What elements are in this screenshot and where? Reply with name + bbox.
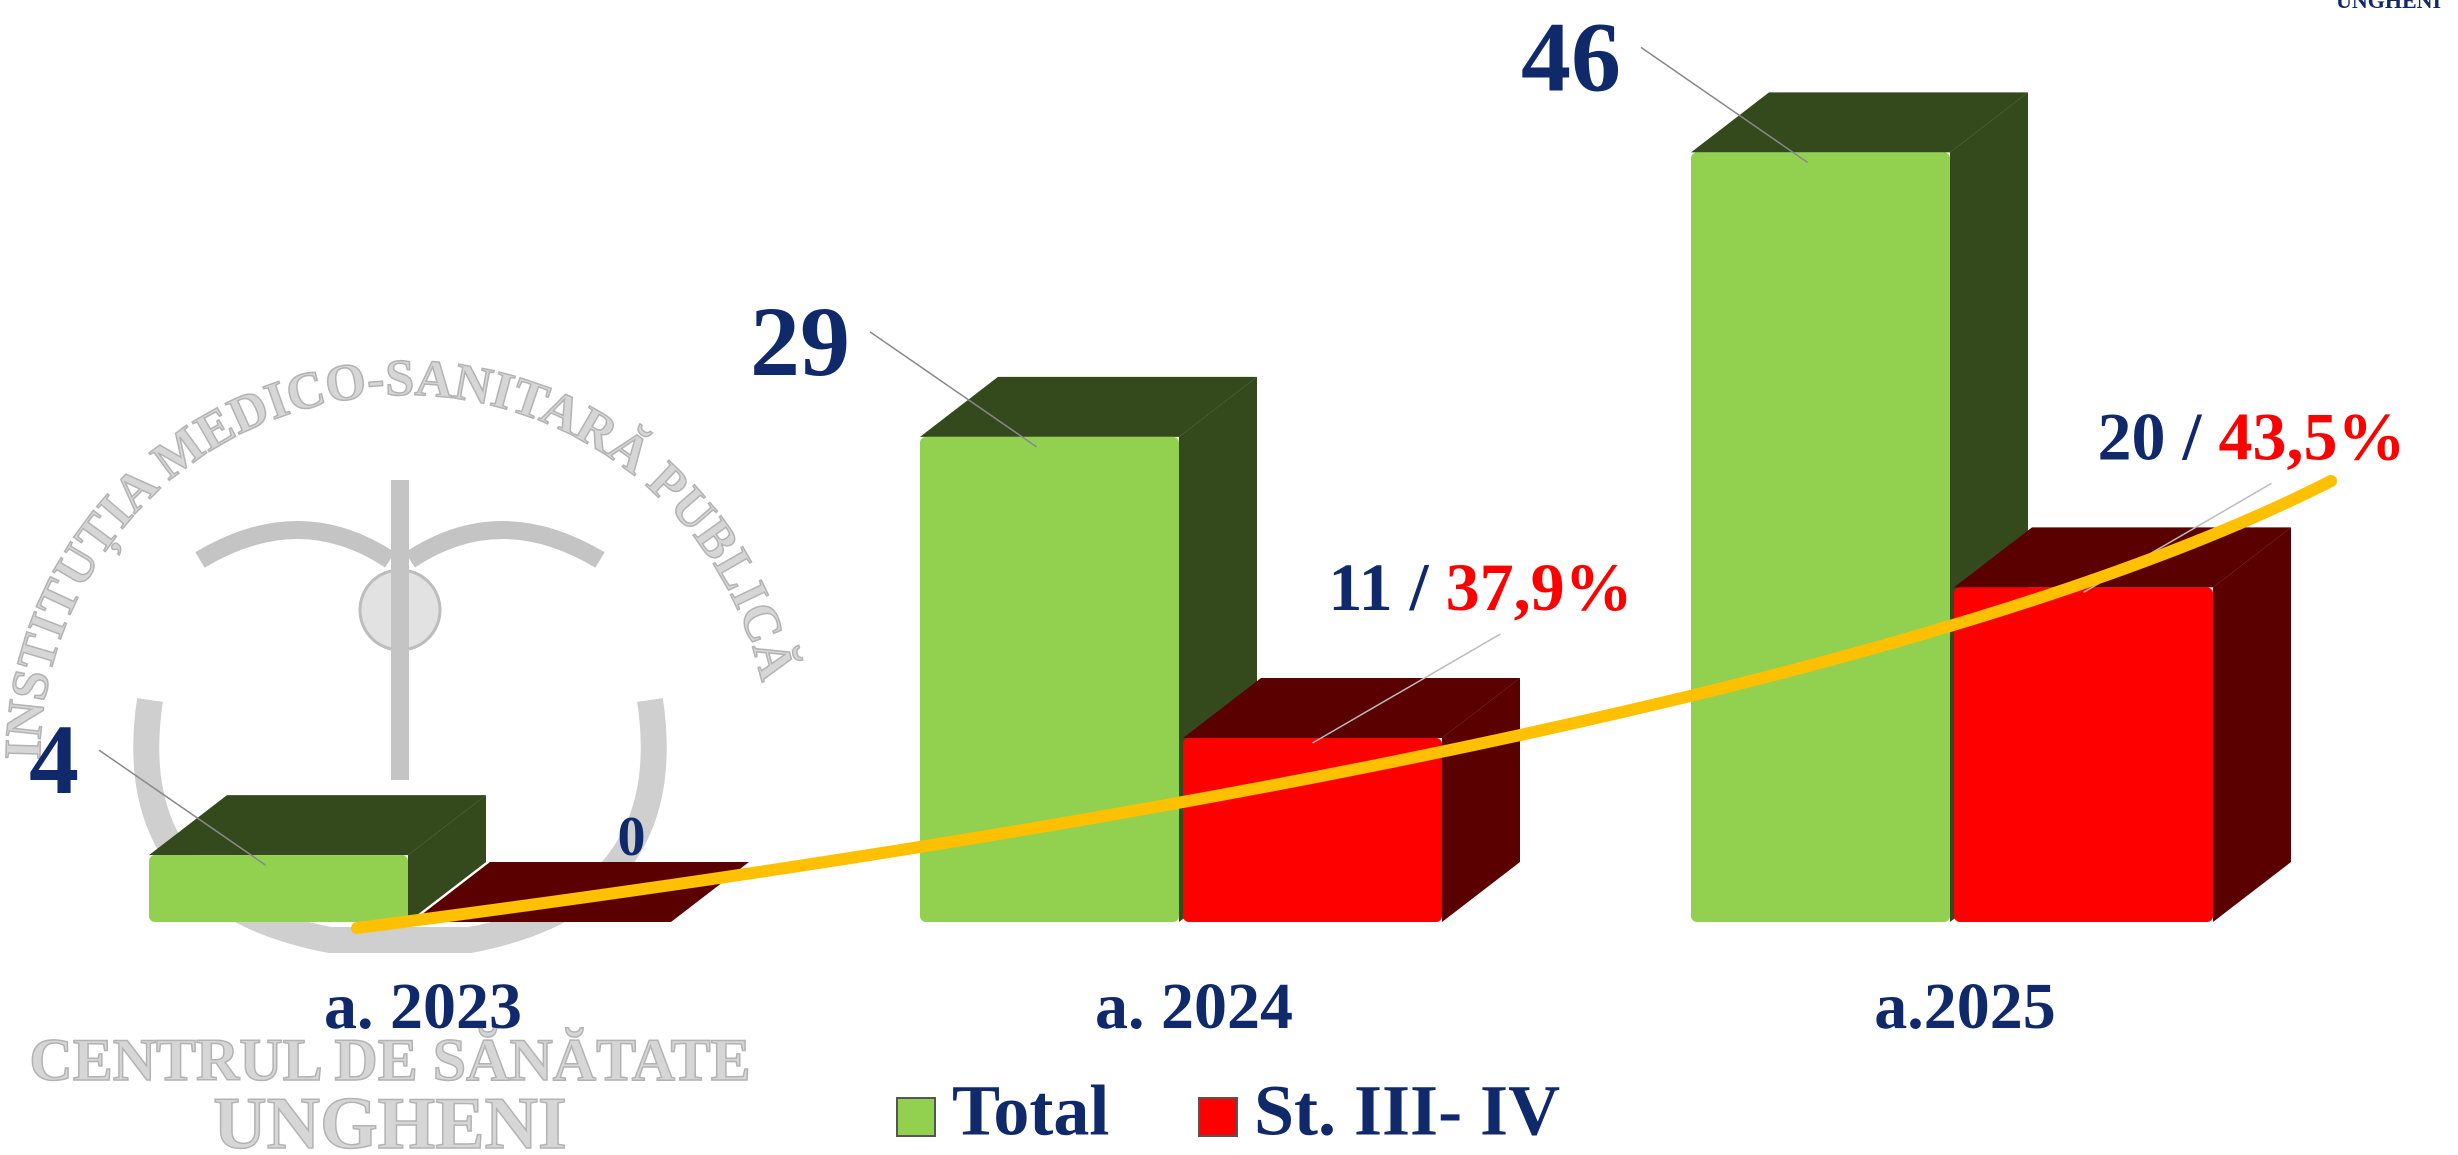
logo-hands <box>133 698 667 953</box>
value-label: 20 / 43,5% <box>2098 398 2406 474</box>
leader-line <box>1312 633 1501 744</box>
bar-top <box>1691 92 2028 153</box>
leader-line <box>98 749 266 866</box>
logo-shape <box>195 480 605 780</box>
legend-label: St. III- IV <box>1254 1071 1560 1151</box>
legend-marker <box>1198 1097 1238 1137</box>
corner-text: UNGHENI <box>2336 0 2441 13</box>
value-label-part: 11 / <box>1328 549 1445 625</box>
bar <box>1954 587 2213 922</box>
value-label-part: 37,9% <box>1446 549 1633 625</box>
leader-line <box>869 331 1037 448</box>
value-label: 29 <box>750 286 850 397</box>
value-label: 0 <box>618 806 646 868</box>
bar <box>149 855 408 922</box>
value-label: 11 / 37,9% <box>1328 549 1632 625</box>
watermark-line: CENTRUL DE SĂNĂTATE <box>29 1027 750 1093</box>
watermark-line: UNGHENI <box>213 1083 567 1155</box>
value-label-part: 20 / <box>2098 398 2219 474</box>
legend-marker <box>896 1097 936 1137</box>
bar <box>920 436 1179 922</box>
bar-top <box>920 376 1257 437</box>
leader-line <box>1640 46 1808 164</box>
bar-side <box>2213 527 2291 922</box>
x-tick-label: a. 2024 <box>1095 970 1293 1043</box>
x-tick-label: a. 2023 <box>324 970 522 1043</box>
trend-line <box>351 475 2337 934</box>
value-label: 46 <box>1521 1 1621 112</box>
legend-label: Total <box>952 1071 1109 1151</box>
bar-side <box>408 795 486 922</box>
bar-top <box>149 795 486 856</box>
bar <box>1691 152 1950 923</box>
x-tick-label: a.2025 <box>1874 970 2056 1043</box>
value-label: 4 <box>29 704 79 815</box>
bar-top <box>1183 677 1520 738</box>
value-label-part: 43,5% <box>2218 398 2405 474</box>
